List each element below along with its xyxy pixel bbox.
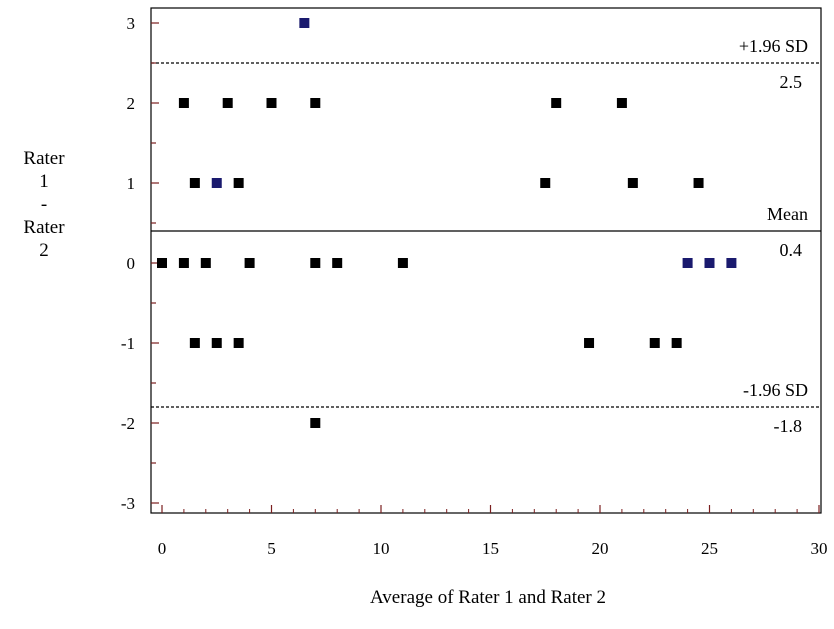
y-axis-title-line: 2 [39, 240, 49, 261]
data-point [211, 338, 222, 348]
x-tick-label: 5 [267, 539, 276, 558]
y-tick-label: -3 [121, 494, 135, 513]
data-point [332, 258, 343, 268]
y-axis-title-line: Rater [23, 148, 65, 169]
reference-line-name: -1.96 SD [743, 380, 808, 400]
x-tick-label: 15 [482, 539, 499, 558]
y-axis-title-line: - [40, 194, 48, 215]
reference-line-name: Mean [767, 204, 808, 224]
data-point [649, 338, 660, 348]
reference-line-value: -1.8 [774, 416, 803, 436]
y-tick-label: -2 [121, 414, 135, 433]
data-point [222, 98, 233, 108]
x-axis-title: Average of Rater 1 and Rater 2 [370, 587, 606, 608]
data-point [200, 258, 211, 268]
data-point [310, 258, 321, 268]
data-point [682, 258, 693, 268]
data-point [693, 178, 704, 188]
data-point [584, 338, 595, 348]
data-point [627, 178, 638, 188]
data-point [704, 258, 715, 268]
x-tick-label: 0 [158, 539, 167, 558]
reference-line-value: 0.4 [780, 240, 803, 260]
data-point [540, 178, 551, 188]
y-axis-title-line: Rater [23, 217, 65, 238]
data-point [726, 258, 737, 268]
data-point [310, 418, 321, 428]
data-point [310, 98, 321, 108]
plot-frame [150, 7, 822, 514]
y-tick-label: 1 [127, 174, 136, 193]
data-point [299, 18, 310, 28]
y-tick-label: 2 [127, 94, 136, 113]
data-point [233, 338, 244, 348]
x-tick-label: 30 [811, 539, 828, 558]
data-point [233, 178, 244, 188]
data-point [189, 178, 200, 188]
y-tick-label: -1 [121, 334, 135, 353]
data-point [244, 258, 255, 268]
y-tick-label: 0 [127, 254, 136, 273]
x-tick-label: 10 [373, 539, 390, 558]
data-point [178, 258, 189, 268]
data-point [178, 98, 189, 108]
x-tick-label: 20 [592, 539, 609, 558]
data-point [189, 338, 200, 348]
reference-line-value: 2.5 [780, 72, 803, 92]
data-point [266, 98, 277, 108]
data-point [551, 98, 562, 108]
data-point [671, 338, 682, 348]
y-axis-title-line: 1 [39, 171, 49, 192]
reference-line-name: +1.96 SD [739, 36, 808, 56]
y-tick-label: 3 [127, 14, 136, 33]
x-tick-label: 25 [701, 539, 718, 558]
data-point [616, 98, 627, 108]
data-point [157, 258, 167, 268]
data-point [211, 178, 222, 188]
data-point [397, 258, 408, 268]
